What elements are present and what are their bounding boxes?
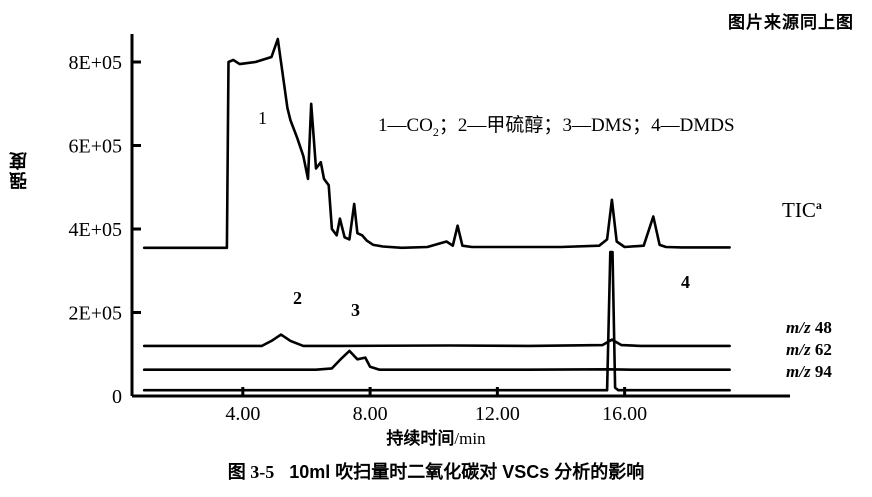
legend-note: 1—CO2；2—甲硫醇；3—DMS；4—DMDS: [378, 110, 735, 140]
x-tick-label: 4.00: [225, 403, 260, 425]
series-line-mz48: [142, 333, 731, 348]
trace-label-mz94-mz: m/z: [786, 362, 811, 381]
peak-annotation-1: 1: [258, 108, 267, 128]
x-tick-label: 16.00: [602, 403, 647, 425]
trace-label-mz62-mz: m/z: [786, 340, 811, 359]
legend-item-3: 3—DMS；: [562, 115, 652, 136]
trace-label-mz48-value: 48: [814, 318, 832, 337]
data-series-layer: [142, 37, 731, 392]
y-tick-label: 4E+05: [69, 219, 123, 241]
peak-annotation-2: 2: [293, 288, 302, 308]
legend-separator-1: ；: [438, 115, 458, 136]
series-line-mz62: [142, 349, 731, 371]
figure-caption-text: 10ml 吹扫量时二氧化碳对 VSCs 分析的影响: [289, 462, 645, 482]
y-tick-label: 8E+05: [69, 52, 123, 74]
series-line-mz94: [142, 250, 731, 392]
trace-label-mz62-value: 62: [814, 340, 832, 359]
y-tick-label: 0: [112, 386, 122, 408]
legend-item-4: 4—DMDS: [651, 115, 735, 136]
trace-label-mz94-value: 94: [814, 362, 832, 381]
figure-caption: 图 3-5 10ml 吹扫量时二氧化碳对 VSCs 分析的影响: [0, 458, 872, 484]
tick-labels-layer: 0 2E+05 4E+05 6E+05 8E+05 4.00 8.00 12.00 16.00: [69, 52, 648, 425]
trace-label-mz48-mz: m/z: [786, 318, 811, 337]
trace-label-mz62: m/z 62: [786, 340, 832, 360]
x-axis-title-unit: /min: [454, 429, 486, 448]
series-line-tic: [142, 37, 731, 250]
trace-label-mz94: m/z 94: [786, 362, 832, 382]
legend-item-1: 1—CO: [378, 115, 433, 136]
peak-annotation-4: 4: [681, 272, 690, 292]
x-axis-title: 持续时间/min: [0, 424, 872, 449]
figure-number: 图 3-5: [227, 462, 275, 482]
trace-label-mz48: m/z 48: [786, 318, 832, 338]
legend-item-1-subscript: 2: [432, 124, 439, 139]
trace-label-tic-superscript: a: [815, 198, 822, 212]
trace-label-tic-text: TIC: [782, 198, 816, 222]
peak-annotation-3: 3: [351, 300, 360, 320]
y-axis-title: 强度: [9, 150, 29, 190]
x-tick-label: 12.00: [475, 403, 520, 425]
trace-label-tic: TICa: [782, 198, 822, 223]
x-axis-title-main: 持续时间: [386, 429, 455, 448]
y-tick-label: 6E+05: [69, 136, 123, 158]
source-note: 图片来源同上图: [728, 13, 854, 32]
y-tick-label: 2E+05: [69, 303, 123, 325]
x-tick-label: 8.00: [353, 403, 388, 425]
legend-item-2: 2—甲硫醇；: [457, 115, 563, 136]
axes-layer: [130, 34, 790, 398]
